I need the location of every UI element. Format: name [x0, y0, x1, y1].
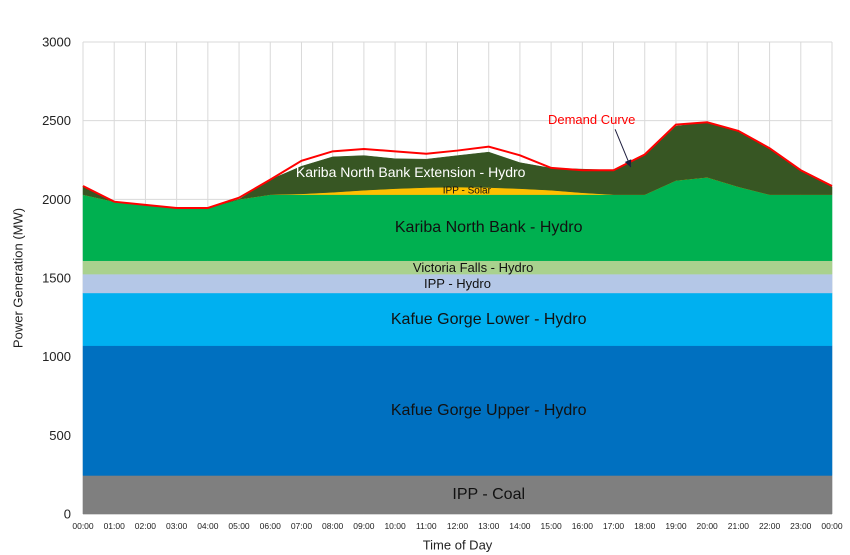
x-tick-label: 17:00: [603, 521, 625, 531]
x-tick-label: 23:00: [790, 521, 812, 531]
y-tick-label: 3000: [42, 35, 71, 50]
x-tick-label: 09:00: [353, 521, 375, 531]
series-label-kafue-gorge-upper-hydro: Kafue Gorge Upper - Hydro: [391, 402, 587, 419]
demand-curve-label: Demand Curve: [548, 112, 635, 127]
x-tick-label: 12:00: [447, 521, 469, 531]
x-tick-label: 04:00: [197, 521, 219, 531]
series-label-ipp-solar: IPP - Solar: [443, 185, 492, 196]
x-tick-label: 13:00: [478, 521, 500, 531]
x-axis-title: Time of Day: [423, 538, 493, 553]
y-axis-title: Power Generation (MW): [11, 208, 26, 348]
x-tick-label: 16:00: [572, 521, 594, 531]
x-tick-label: 10:00: [384, 521, 406, 531]
series-label-kariba-north-bank-hydro: Kariba North Bank - Hydro: [395, 219, 583, 236]
x-tick-label: 18:00: [634, 521, 656, 531]
series-label-victoria-falls-hydro: Victoria Falls - Hydro: [413, 260, 533, 275]
series-label-ipp-coal: IPP - Coal: [452, 486, 525, 503]
demand-layer: [82, 121, 833, 209]
y-tick-label: 500: [49, 428, 71, 443]
axis-layer: 0 500 1000 1500 2000 2500 3000 00:00 01:00 02:00 0…: [11, 35, 843, 553]
y-tick-label: 1000: [42, 349, 71, 364]
x-tick-label: 06:00: [260, 521, 282, 531]
y-tick-label: 2000: [42, 192, 71, 207]
y-tick-label: 1500: [42, 271, 71, 286]
x-tick-label: 08:00: [322, 521, 344, 531]
demand-curve-line: [82, 121, 833, 209]
area-kariba-north-bank-extension-hydro: [82, 121, 833, 209]
x-tick-label: 21:00: [728, 521, 750, 531]
x-tick-label: 07:00: [291, 521, 313, 531]
x-tick-label: 11:00: [416, 521, 437, 531]
y-tick-label: 0: [64, 507, 71, 522]
x-tick-label: 02:00: [135, 521, 157, 531]
series-label-ipp-hydro: IPP - Hydro: [424, 276, 491, 291]
x-tick-label: 19:00: [665, 521, 687, 531]
y-tick-label: 2500: [42, 113, 71, 128]
series-label-kariba-north-bank-extension-hydro: Kariba North Bank Extension - Hydro: [296, 164, 526, 180]
series-label-kafue-gorge-lower-hydro: Kafue Gorge Lower - Hydro: [391, 311, 587, 328]
x-tick-label: 20:00: [697, 521, 719, 531]
x-tick-label: 14:00: [509, 521, 531, 531]
x-tick-label: 22:00: [759, 521, 781, 531]
label-layer: Demand Curve IPP - Coal Kafue Gorge Upper …: [296, 112, 636, 503]
area-layer: [82, 121, 833, 515]
x-tick-label: 01:00: [104, 521, 126, 531]
x-tick-label: 15:00: [540, 521, 562, 531]
demand-curve-arrowhead: [624, 159, 632, 168]
x-tick-label: 05:00: [228, 521, 250, 531]
x-tick-label: 00:00: [72, 521, 94, 531]
x-tick-label: 00:00: [821, 521, 843, 531]
x-tick-label: 03:00: [166, 521, 188, 531]
